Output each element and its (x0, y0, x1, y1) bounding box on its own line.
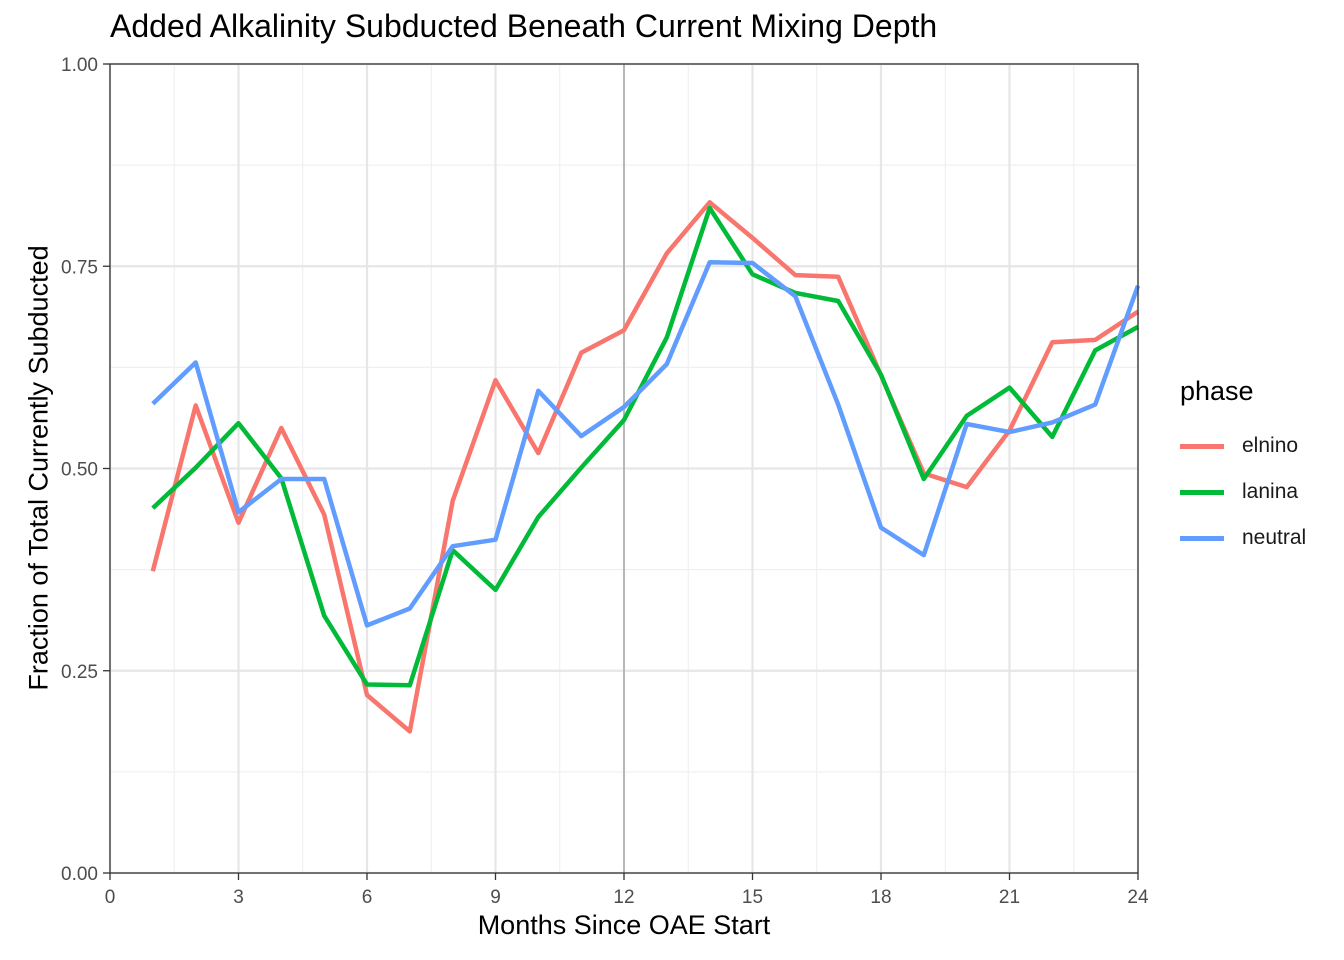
x-tick-label: 9 (490, 887, 501, 908)
x-tick-label: 6 (362, 887, 373, 908)
legend-label: elnino (1242, 434, 1299, 457)
legend-title: phase (1180, 376, 1254, 406)
x-tick-label: 12 (613, 887, 634, 908)
x-tick-label: 21 (999, 887, 1020, 908)
legend-item-elnino: elnino (1180, 423, 1306, 469)
legend-key-elnino (1180, 443, 1224, 449)
y-tick-label: 0.25 (61, 662, 98, 683)
legend: phase elnino lanina neutral (1180, 376, 1306, 561)
x-tick-label: 15 (742, 887, 763, 908)
legend-key-lanina (1180, 489, 1224, 495)
y-axis-label: Fraction of Total Currently Subducted (23, 245, 54, 691)
series-line-lanina (151, 205, 1140, 688)
x-axis-label: Months Since OAE Start (477, 910, 771, 940)
x-tick-label: 24 (1127, 887, 1149, 908)
y-tick-label: 0.00 (61, 864, 98, 885)
legend-label: neutral (1242, 526, 1307, 549)
legend-items: elnino lanina neutral (1180, 423, 1306, 561)
series-line-neutral (151, 259, 1141, 628)
x-tick-label: 0 (105, 887, 116, 908)
x-tick-label: 18 (870, 887, 891, 908)
legend-item-neutral: neutral (1180, 515, 1306, 561)
y-tick-label: 0.75 (61, 257, 98, 278)
y-tick-labels: 0.00 0.25 0.50 0.75 1.00 (61, 55, 98, 885)
y-tick-label: 0.50 (61, 460, 98, 481)
legend-item-lanina: lanina (1180, 469, 1306, 515)
legend-label: lanina (1242, 480, 1299, 503)
series-lines (150, 200, 1141, 734)
x-tick-labels: 0 3 6 9 12 15 18 21 24 (105, 887, 1149, 908)
axis-ticks (103, 63, 1139, 880)
legend-key-neutral (1180, 535, 1224, 541)
chart-title: Added Alkalinity Subducted Beneath Curre… (110, 8, 938, 44)
series-line-elnino (150, 200, 1140, 734)
y-tick-label: 1.00 (61, 55, 98, 76)
x-tick-label: 3 (233, 887, 244, 908)
